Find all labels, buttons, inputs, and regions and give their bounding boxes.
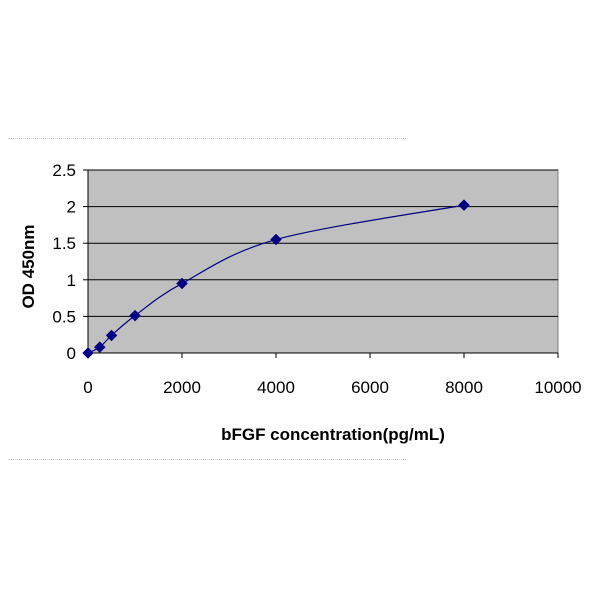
- x-axis-label: bFGF concentration(pg/mL): [221, 425, 445, 444]
- y-tick-label: 2: [67, 198, 76, 217]
- y-tick-labels: 0 0.5 1 1.5 2 2.5: [52, 161, 76, 363]
- y-tick-label: 2.5: [52, 161, 76, 180]
- x-tick-label: 10000: [534, 378, 581, 397]
- data-point-marker: [93, 341, 106, 353]
- x-tick-label: 6000: [351, 378, 389, 397]
- data-point-marker: [82, 347, 94, 359]
- series-markers: [82, 199, 470, 359]
- data-point-marker: [458, 199, 470, 211]
- data-point-marker: [176, 277, 188, 290]
- data-point-marker: [105, 329, 118, 342]
- x-tick-label: 0: [83, 378, 92, 397]
- gridlines: [88, 169, 558, 317]
- x-tick-labels: 0 2000 4000 6000 8000 10000: [83, 378, 581, 397]
- plot-area: [87, 169, 559, 354]
- bottom-separator: [8, 459, 406, 460]
- y-tick-label: 0.5: [52, 307, 76, 326]
- y-tick-label: 1: [67, 271, 76, 290]
- x-tick-label: 8000: [445, 378, 483, 397]
- y-tick-label: 1.5: [52, 234, 76, 253]
- y-axis-label: OD 450nm: [19, 224, 38, 308]
- x-tick-label: 4000: [257, 378, 295, 397]
- data-point-marker: [270, 233, 282, 246]
- y-tick-label: 0: [67, 344, 76, 363]
- x-tick-label: 2000: [163, 378, 201, 397]
- top-separator: [8, 138, 406, 139]
- data-point-marker: [129, 309, 141, 322]
